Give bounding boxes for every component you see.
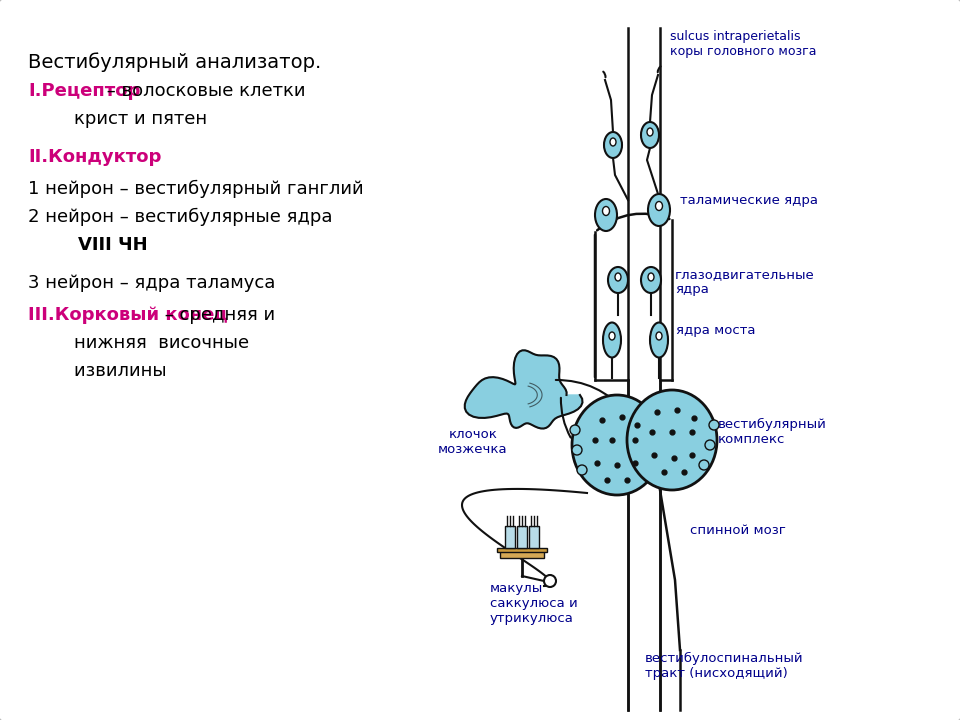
Ellipse shape — [608, 267, 628, 293]
Circle shape — [544, 575, 556, 587]
Text: вестибулярный
комплекс: вестибулярный комплекс — [718, 418, 827, 446]
Ellipse shape — [650, 323, 668, 358]
Ellipse shape — [641, 267, 661, 293]
Text: II.Кондуктор: II.Кондуктор — [28, 148, 161, 166]
Ellipse shape — [656, 202, 662, 210]
Circle shape — [570, 425, 580, 435]
Text: Вестибулярный анализатор.: Вестибулярный анализатор. — [28, 52, 322, 72]
Text: 1 нейрон – вестибулярный ганглий: 1 нейрон – вестибулярный ганглий — [28, 180, 364, 198]
Bar — [529, 526, 539, 548]
Ellipse shape — [648, 194, 670, 226]
Text: VIII ЧН: VIII ЧН — [28, 236, 148, 254]
Text: нижняя  височные: нижняя височные — [28, 334, 250, 352]
Ellipse shape — [656, 332, 662, 340]
Ellipse shape — [572, 395, 662, 495]
Circle shape — [699, 460, 709, 470]
Text: макулы
саккулюса и
утрикулюса: макулы саккулюса и утрикулюса — [490, 582, 578, 625]
Ellipse shape — [627, 390, 717, 490]
Ellipse shape — [609, 332, 615, 340]
Bar — [505, 526, 515, 548]
Text: sulcus intraperietalis
коры головного мозга: sulcus intraperietalis коры головного мо… — [670, 30, 817, 58]
Text: крист и пятен: крист и пятен — [28, 110, 207, 128]
Text: вестибулоспинальный
тракт (нисходящий): вестибулоспинальный тракт (нисходящий) — [645, 652, 804, 680]
Text: глазодвигательные
ядра: глазодвигательные ядра — [675, 268, 815, 296]
Polygon shape — [465, 351, 583, 428]
Text: – средняя и: – средняя и — [159, 306, 276, 324]
Bar — [517, 526, 527, 548]
Text: таламические ядра: таламические ядра — [680, 194, 818, 207]
Ellipse shape — [610, 138, 616, 146]
Ellipse shape — [595, 199, 617, 231]
Text: извилины: извилины — [28, 362, 167, 380]
Text: – волосковые клетки: – волосковые клетки — [101, 82, 305, 100]
Ellipse shape — [615, 273, 621, 281]
Circle shape — [705, 440, 715, 450]
Text: I.Рецептор: I.Рецептор — [28, 82, 140, 100]
Ellipse shape — [641, 122, 659, 148]
Ellipse shape — [604, 132, 622, 158]
Ellipse shape — [603, 207, 610, 215]
Text: ядра моста: ядра моста — [676, 323, 756, 336]
Text: клочок
мозжечка: клочок мозжечка — [438, 428, 508, 456]
Text: спинной мозг: спинной мозг — [690, 523, 786, 536]
Ellipse shape — [603, 323, 621, 358]
Text: III.Корковый конец: III.Корковый конец — [28, 306, 228, 324]
Circle shape — [577, 465, 587, 475]
Ellipse shape — [648, 273, 654, 281]
Ellipse shape — [647, 128, 653, 136]
Text: 2 нейрон – вестибулярные ядра: 2 нейрон – вестибулярные ядра — [28, 208, 332, 226]
Bar — [497, 548, 547, 552]
Bar — [500, 550, 544, 558]
Circle shape — [572, 445, 582, 455]
Text: 3 нейрон – ядра таламуса: 3 нейрон – ядра таламуса — [28, 274, 276, 292]
Circle shape — [709, 420, 719, 430]
